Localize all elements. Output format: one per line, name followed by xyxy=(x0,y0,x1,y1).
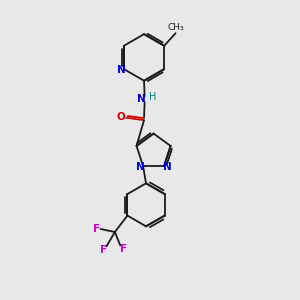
Text: H: H xyxy=(149,92,157,102)
Text: N: N xyxy=(163,162,172,172)
Text: O: O xyxy=(117,112,126,122)
Text: N: N xyxy=(137,94,146,103)
Text: N: N xyxy=(117,65,126,75)
Text: F: F xyxy=(120,244,128,254)
Text: N: N xyxy=(136,162,144,172)
Text: CH₃: CH₃ xyxy=(168,23,184,32)
Text: F: F xyxy=(100,245,107,255)
Text: F: F xyxy=(93,224,100,234)
